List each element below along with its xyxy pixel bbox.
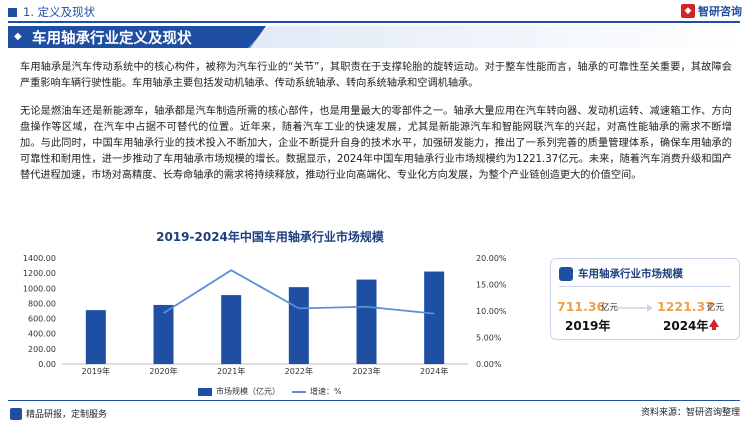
unit-2019: 亿元 [601,303,619,313]
brand: ◆ 智研咨询 [681,3,742,19]
chart-icon [559,266,573,281]
bar-market-size [153,304,174,364]
paragraph-definition: 车用轴承是汽车传动系统中的核心构件，被称为汽车行业的“关节”，其职责在于支撑轮胎… [20,62,732,89]
y-right-tick-label: 0.00% [476,360,502,369]
y-left-tick-label: 1400.00 [23,254,56,263]
y-left-tick-label: 200.00 [28,345,56,354]
bar-market-size [221,295,242,364]
y-left-tick-label: 600.00 [28,315,56,324]
unit-2024: 亿元 [707,303,725,313]
footer-left: 精品研报，定制服务 [10,407,107,420]
title-banner: ◆ 车用轴承行业定义及现状 [8,26,742,48]
card-title: 车用轴承行业市场规模 [578,268,683,280]
chart-title: 2019-2024年中国车用轴承行业市场规模 [156,230,384,244]
market-size-chart: 0.00 200.00 400.00 600.00 800.00 1000.00 1200.… [23,254,507,376]
bar-market-size [356,279,377,364]
header-divider [8,21,740,23]
brand-name: 智研咨询 [698,5,742,18]
y-left-tick-label: 0.00 [38,360,56,369]
top-bar: 1. 定义及现状 ◆ 智研咨询 [0,0,750,23]
x-tick-label: 2020年 [149,366,177,376]
footer-slogan: 精品研报，定制服务 [26,410,108,420]
bar-market-size [288,287,309,364]
section-label: 1. 定义及现状 [23,5,96,19]
x-tick-label: 2023年 [352,366,380,376]
y-right-tick-label: 15.00% [476,281,507,290]
chart-legend: 市场规模（亿元） 增速：% [198,386,342,397]
year-2024: 2024年 [663,319,709,333]
x-tick-label: 2022年 [285,366,313,376]
page-title: 车用轴承行业定义及现状 [32,30,192,47]
data-source: 资料来源：智研咨询整理 [640,408,740,418]
footer-divider [8,400,740,401]
brand-logo-icon: ◆ [681,4,695,18]
y-left-tick-label: 400.00 [28,330,56,339]
up-arrow-icon [709,319,719,327]
y-left-tick-label: 1200.00 [23,269,56,278]
y-left-tick-label: 800.00 [28,299,56,308]
y-right-tick-label: 5.00% [476,334,502,343]
y-left-tick-label: 1000.00 [23,284,56,293]
section-header: 1. 定义及现状 [8,4,95,20]
value-2019: 711.36 [557,299,606,314]
x-tick-label: 2024年 [420,366,448,376]
legend-line-swatch [292,390,306,393]
bullet-icon: ◆ [14,31,22,42]
footer-logo-icon [10,407,22,420]
y-right-tick-label: 20.00% [476,254,507,263]
bar-market-size [85,310,106,364]
bar-market-size [424,271,445,364]
x-tick-label: 2021年 [217,366,245,376]
line-growth-rate [163,269,435,315]
growth-arrow-icon [615,304,653,312]
x-tick-label: 2019年 [82,366,110,376]
year-2019: 2019年 [565,319,611,333]
section-square-icon [8,7,17,17]
y-right-tick-label: 10.00% [476,307,507,316]
card-header: 车用轴承行业市场规模 [559,266,683,281]
legend-line-label: 增速：% [310,387,342,396]
legend-bar-swatch [198,387,212,396]
legend-bar-label: 市场规模（亿元） [216,387,280,396]
paragraph-status: 无论是燃油车还是新能源车，轴承都是汽车制造所需的核心部件，也是用量最大的零部件之… [20,106,732,181]
card-divider [559,286,731,287]
market-size-card: 车用轴承行业市场规模 711.36 亿元 1221.37 亿元 2019年 20… [550,258,740,340]
value-2024: 1221.37 [657,299,714,314]
